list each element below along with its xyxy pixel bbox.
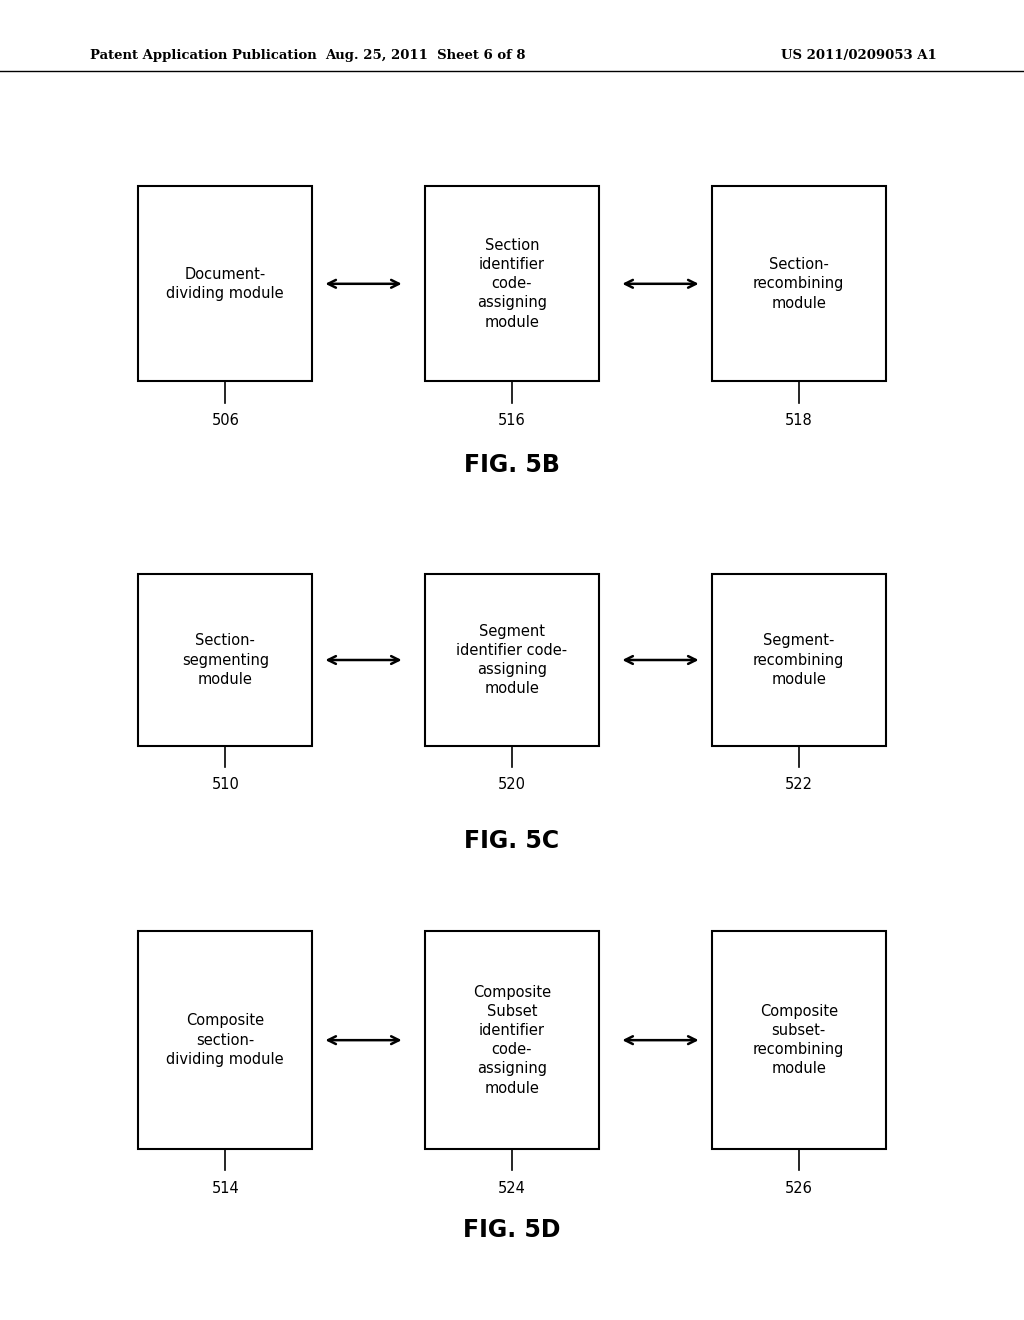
Text: FIG. 5C: FIG. 5C xyxy=(465,829,559,853)
Text: 506: 506 xyxy=(211,413,240,428)
Text: Section-
recombining
module: Section- recombining module xyxy=(753,257,845,310)
Text: 524: 524 xyxy=(498,1180,526,1196)
Text: Aug. 25, 2011  Sheet 6 of 8: Aug. 25, 2011 Sheet 6 of 8 xyxy=(325,49,525,62)
Bar xyxy=(712,186,886,381)
Bar xyxy=(425,574,599,746)
Text: US 2011/0209053 A1: US 2011/0209053 A1 xyxy=(781,49,937,62)
Text: 526: 526 xyxy=(784,1180,813,1196)
Text: Section-
segmenting
module: Section- segmenting module xyxy=(181,634,269,686)
Text: FIG. 5B: FIG. 5B xyxy=(464,453,560,477)
Text: Section
identifier
code-
assigning
module: Section identifier code- assigning modul… xyxy=(477,238,547,330)
Text: Document-
dividing module: Document- dividing module xyxy=(167,267,284,301)
Text: 514: 514 xyxy=(211,1180,240,1196)
Text: Composite
Subset
identifier
code-
assigning
module: Composite Subset identifier code- assign… xyxy=(473,985,551,1096)
Text: 522: 522 xyxy=(784,777,813,792)
Text: Composite
subset-
recombining
module: Composite subset- recombining module xyxy=(753,1003,845,1077)
Text: Composite
section-
dividing module: Composite section- dividing module xyxy=(167,1014,284,1067)
Text: FIG. 5D: FIG. 5D xyxy=(463,1218,561,1242)
Text: 516: 516 xyxy=(498,413,526,428)
Bar xyxy=(138,932,312,1148)
Text: 510: 510 xyxy=(211,777,240,792)
Bar xyxy=(425,932,599,1148)
Text: 518: 518 xyxy=(784,413,813,428)
Text: Segment-
recombining
module: Segment- recombining module xyxy=(753,634,845,686)
Text: Segment
identifier code-
assigning
module: Segment identifier code- assigning modul… xyxy=(457,624,567,697)
Bar xyxy=(712,932,886,1148)
Bar xyxy=(138,186,312,381)
Bar xyxy=(712,574,886,746)
Bar xyxy=(138,574,312,746)
Bar xyxy=(425,186,599,381)
Text: 520: 520 xyxy=(498,777,526,792)
Text: Patent Application Publication: Patent Application Publication xyxy=(90,49,316,62)
